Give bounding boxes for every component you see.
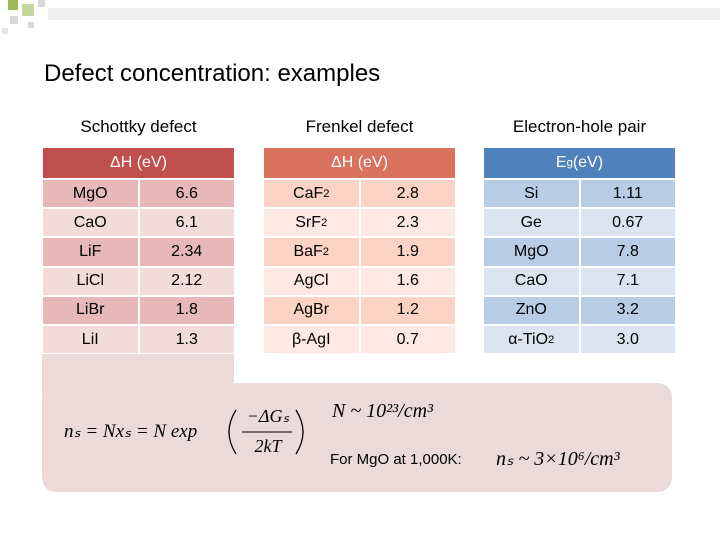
label-sub: 2: [321, 216, 328, 229]
value-cell: 1.3: [138, 325, 235, 355]
name-cell: ZnO: [483, 295, 580, 325]
table-header: ΔH (eV): [42, 147, 235, 179]
name-cell: CaO: [42, 208, 139, 238]
table-heading: Electron-hole pair: [512, 117, 647, 136]
label-text: ΔH (eV): [110, 154, 167, 171]
name-cell: Ge: [483, 208, 580, 238]
decoration: [0, 0, 720, 34]
name-cell: MgO: [42, 179, 139, 209]
label-text: β-AgI: [291, 330, 331, 348]
value-cell: 1.9: [359, 237, 456, 267]
example-label: For MgO at 1,000K:: [330, 451, 462, 468]
example-value: nₛ ~ 3×10⁶/cm³: [496, 448, 620, 470]
label-sub: 2: [323, 187, 330, 200]
value-cell: 3.0: [579, 325, 676, 355]
title: Defect concentration: examples: [44, 60, 381, 87]
value-cell: 3.2: [579, 295, 676, 325]
formula-numerator: −ΔGₛ: [246, 406, 290, 426]
label-text: MgO: [513, 242, 549, 260]
label-text: CaO: [73, 213, 107, 231]
name-cell: LiI: [42, 325, 139, 355]
value-cell: 2.8: [359, 179, 456, 209]
name-cell: MgO: [483, 237, 580, 267]
label-text: LiBr: [76, 301, 105, 319]
label-text: MgO: [72, 184, 108, 202]
name-cell: AgCl: [263, 266, 360, 296]
value-cell: 1.2: [359, 295, 456, 325]
formula-denominator: 2kT: [254, 436, 282, 456]
value-cell: 2.3: [359, 208, 456, 238]
label-sub: 2: [322, 245, 330, 258]
label-text: LiI: [81, 330, 99, 348]
name-cell: CaO: [483, 266, 580, 296]
label-text: ΔH (eV): [331, 154, 388, 171]
label-text: α-TiO: [508, 330, 549, 348]
label-text: LiCl: [76, 272, 105, 290]
table-heading: Schottky defect: [80, 117, 197, 136]
label-text: BaF: [293, 242, 323, 260]
name-cell: β-AgI: [263, 325, 360, 355]
value-cell: 0.7: [359, 325, 456, 355]
label-text: AgCl: [293, 272, 329, 290]
value-cell: 1.11: [579, 179, 676, 209]
value-cell: 1.6: [359, 266, 456, 296]
value-cell: 6.6: [138, 179, 235, 209]
formula-prefix: nₛ = Nxₛ = N exp: [64, 421, 198, 442]
label-text: SrF: [295, 213, 322, 231]
name-cell: CaF 2: [263, 179, 360, 209]
value-cell: 7.1: [579, 266, 676, 296]
label-text: E: [555, 154, 567, 171]
label-sub: g: [566, 157, 573, 169]
value-cell: 0.67: [579, 208, 676, 238]
label-text: LiF: [79, 242, 102, 260]
value-cell: 1.8: [138, 295, 235, 325]
label-text: ZnO: [515, 301, 547, 319]
name-cell: LiBr: [42, 295, 139, 325]
name-cell: AgBr: [263, 295, 360, 325]
value-cell: 6.1: [138, 208, 235, 238]
label-text: CaO: [514, 272, 548, 290]
table-header: ΔH (eV): [263, 147, 456, 179]
name-cell: α-TiO 2: [483, 325, 580, 355]
name-cell: LiF: [42, 237, 139, 267]
value-cell: 2.34: [138, 237, 235, 267]
label-text: AgBr: [293, 301, 330, 319]
name-cell: LiCl: [42, 266, 139, 296]
label-text: CaF: [293, 184, 324, 202]
value-cell: 2.12: [138, 266, 235, 296]
table-heading: Frenkel defect: [305, 117, 414, 136]
density: N ~ 10²³/cm³: [332, 400, 434, 422]
label-text: Si: [524, 184, 539, 202]
label-sub: 2: [548, 333, 555, 346]
label-text: Ge: [520, 213, 542, 231]
name-cell: BaF 2: [263, 237, 360, 267]
label-tail: (eV): [572, 154, 604, 171]
name-cell: Si: [483, 179, 580, 209]
name-cell: SrF 2: [263, 208, 360, 238]
value-cell: 7.8: [579, 237, 676, 267]
formula-panel: [42, 383, 672, 492]
